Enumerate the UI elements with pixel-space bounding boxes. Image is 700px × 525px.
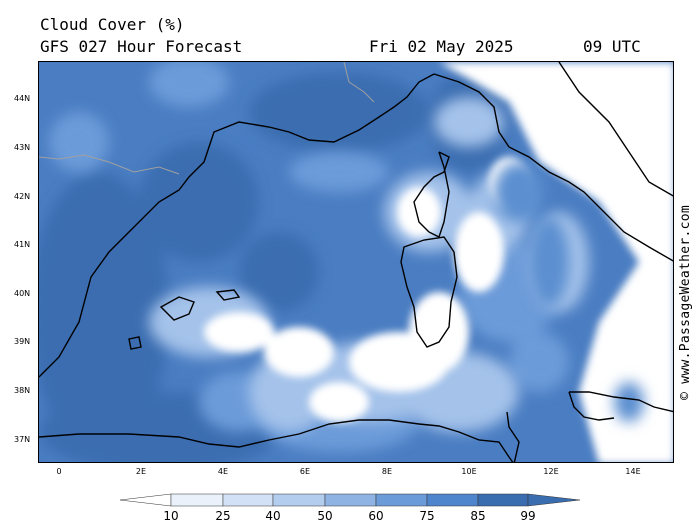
legend-label: 85 — [470, 509, 486, 523]
legend-label: 60 — [368, 509, 384, 523]
legend-swatch — [170, 493, 224, 507]
legend-swatch — [426, 493, 479, 507]
lat-label: 38N — [14, 386, 31, 395]
legend-label: 40 — [265, 509, 281, 523]
forecast-date: Fri 02 May 2025 — [369, 37, 514, 56]
lat-label: 41N — [14, 240, 31, 249]
legend-label: 50 — [317, 509, 333, 523]
lon-label: 2E — [135, 467, 147, 476]
forecast-subtitle: GFS 027 Hour Forecast — [40, 37, 243, 56]
forecast-time: 09 UTC — [583, 37, 641, 56]
legend-swatch — [477, 493, 529, 507]
borders — [39, 62, 375, 175]
lat-label: 39N — [14, 337, 31, 346]
legend-swatch — [324, 493, 377, 507]
lon-label: 0 — [56, 467, 62, 476]
lat-label: 37N — [14, 435, 31, 444]
legend-color-bar — [119, 493, 581, 507]
map-title: Cloud Cover (%) — [40, 15, 185, 34]
lat-label: 43N — [14, 143, 31, 152]
lon-label: 4E — [217, 467, 229, 476]
coastlines — [39, 62, 673, 462]
legend-label: 99 — [520, 509, 536, 523]
legend-label: 25 — [215, 509, 231, 523]
legend-arrow-max — [527, 493, 581, 507]
lat-label: 42N — [14, 192, 31, 201]
cloud-cover-field — [39, 62, 673, 462]
legend-swatch — [375, 493, 428, 507]
lat-label: 44N — [14, 94, 31, 103]
legend-swatch — [119, 493, 172, 507]
lon-label: 12E — [543, 467, 559, 476]
legend-swatch — [272, 493, 326, 507]
lon-label: 8E — [381, 467, 393, 476]
legend-swatch — [222, 493, 274, 507]
cloud-cover-map — [38, 61, 674, 463]
legend-label: 75 — [419, 509, 435, 523]
lat-label: 40N — [14, 289, 31, 298]
lon-label: 6E — [299, 467, 311, 476]
site-credit: © www.PassageWeather.com — [678, 204, 693, 400]
lon-label: 10E — [461, 467, 477, 476]
legend-label: 10 — [163, 509, 179, 523]
lon-label: 14E — [625, 467, 641, 476]
